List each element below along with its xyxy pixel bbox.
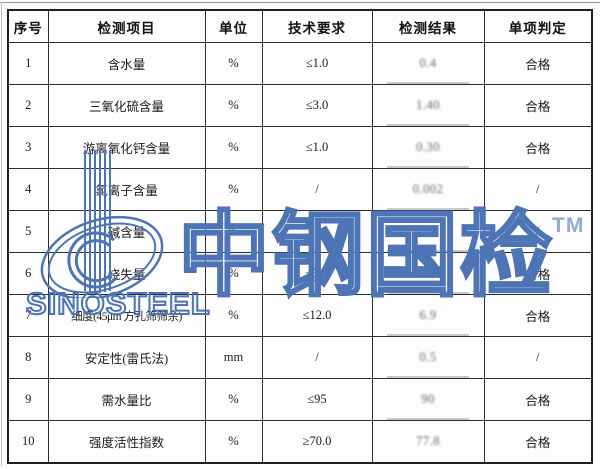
cell-unit: % — [204, 126, 263, 169]
result-value-blurred: 0.4 — [419, 56, 437, 70]
cell-no: 6 — [7, 252, 49, 295]
cell-judgment: 合格 — [483, 378, 593, 421]
cell-no: 4 — [7, 168, 49, 211]
cell-judgment: 合格 — [483, 42, 593, 85]
table-row: 3 游离氧化钙含量% ≤1.0 0.30 合格 — [7, 126, 593, 169]
cell-no: 3 — [7, 126, 49, 169]
column-header: 单项判定 — [483, 9, 593, 43]
cell-requirement: ≤12.0 — [261, 294, 373, 337]
cell-requirement: / — [261, 336, 373, 379]
result-value-blurred: 1.40 — [416, 98, 440, 112]
cell-result: 0.4 — [371, 42, 485, 85]
cell-item: 游离氧化钙含量 — [47, 126, 206, 169]
cell-judgment: / — [483, 336, 593, 379]
cell-result: 90 — [371, 378, 485, 421]
cell-result: 0.30 — [371, 126, 485, 169]
result-value-blurred: 77.8 — [416, 434, 440, 448]
table-row: 7 细度(45μm 方孔筛筛余)% ≤12.0 6.9 合格 — [7, 294, 593, 337]
cell-requirement: / — [261, 210, 373, 253]
cell-unit: % — [204, 84, 263, 127]
result-value-blurred: 0.8 — [419, 266, 437, 280]
table-row: 5 碱含量%/3.1/ — [7, 210, 593, 253]
result-value-blurred: 0.30 — [416, 140, 440, 154]
cell-no: 5 — [7, 210, 49, 253]
cell-unit: % — [204, 42, 263, 85]
cell-item: 三氧化硫含量 — [47, 84, 206, 127]
cell-requirement: ≥70.0 — [261, 420, 373, 464]
cell-result: 6.9 — [371, 294, 485, 337]
cell-no: 9 — [7, 378, 49, 421]
cell-unit: % — [204, 168, 263, 211]
cell-unit: % — [204, 210, 263, 253]
table-row: 2 三氧化硫含量% ≤3.0 1.40 合格 — [7, 84, 593, 127]
cell-no: 2 — [7, 84, 49, 127]
column-header: 技术要求 — [261, 9, 373, 43]
result-value-blurred: 0.5 — [419, 350, 437, 364]
cell-judgment: 合格 — [483, 420, 593, 464]
cell-judgment: / — [483, 210, 593, 253]
cell-result: 3.1 — [371, 210, 485, 253]
cell-item: 碱含量 — [47, 210, 206, 253]
cell-result: 77.8 — [371, 420, 485, 464]
result-value-blurred: 90 — [421, 392, 435, 406]
result-value-blurred: 6.9 — [419, 308, 437, 322]
test-results-table: 序号 检测项目 单位 技术要求 检测结果 单项判定 1 含水量% ≤1.0 0.4 合格 2 三氧化硫… — [7, 9, 593, 464]
cell-item: 细度(45μm 方孔筛筛余) — [47, 294, 206, 337]
cell-no: 10 — [7, 420, 49, 464]
cell-item: 安定性(雷氏法) — [47, 336, 206, 379]
cell-item: 含水量 — [47, 42, 206, 85]
table-row: 1 含水量% ≤1.0 0.4 合格 — [7, 42, 593, 85]
cell-judgment: 合格 — [483, 126, 593, 169]
scan-edge-line-top — [0, 2, 600, 3]
cell-item: 烧失量 — [47, 252, 206, 295]
cell-unit: % — [204, 294, 263, 337]
scan-edge-line-left — [1, 2, 2, 466]
cell-requirement: ≤3.0 — [261, 84, 373, 127]
cell-no: 7 — [7, 294, 49, 337]
cell-unit: mm — [204, 336, 263, 379]
column-header: 检测结果 — [371, 9, 485, 43]
result-value-blurred: 3.1 — [419, 224, 437, 238]
cell-item: 需水量比 — [47, 378, 206, 421]
cell-requirement: ≤1.0 — [261, 42, 373, 85]
cell-requirement: ≤1.0 — [261, 126, 373, 169]
table-row: 6 烧失量% ≤5.0 0.8 合格 — [7, 252, 593, 295]
cell-judgment: / — [483, 168, 593, 211]
cell-judgment: 合格 — [483, 252, 593, 295]
cell-item: 强度活性指数 — [47, 420, 206, 464]
cell-unit: % — [204, 420, 263, 464]
table-row: 4 氯离子含量%/0.002/ — [7, 168, 593, 211]
table-header-row: 序号 检测项目 单位 技术要求 检测结果 单项判定 — [7, 9, 593, 43]
cell-judgment: 合格 — [483, 294, 593, 337]
cell-no: 8 — [7, 336, 49, 379]
cell-unit: % — [204, 252, 263, 295]
cell-result: 1.40 — [371, 84, 485, 127]
result-value-blurred: 0.002 — [412, 182, 444, 196]
cell-item: 氯离子含量 — [47, 168, 206, 211]
cell-requirement: ≤95 — [261, 378, 373, 421]
cell-requirement: / — [261, 168, 373, 211]
column-header: 检测项目 — [47, 9, 206, 43]
cell-unit: % — [204, 378, 263, 421]
table-row: 9 需水量比% ≤95 90 合格 — [7, 378, 593, 421]
column-header: 序号 — [7, 9, 49, 43]
cell-result: 0.8 — [371, 252, 485, 295]
table-row: 10 强度活性指数% ≥70.0 77.8 合格 — [7, 420, 593, 464]
cell-result: 0.002 — [371, 168, 485, 211]
cell-result: 0.5 — [371, 336, 485, 379]
table-row: 8 安定性(雷氏法) mm/0.5/ — [7, 336, 593, 379]
cell-requirement: ≤5.0 — [261, 252, 373, 295]
cell-no: 1 — [7, 42, 49, 85]
cell-judgment: 合格 — [483, 84, 593, 127]
column-header: 单位 — [204, 9, 263, 43]
